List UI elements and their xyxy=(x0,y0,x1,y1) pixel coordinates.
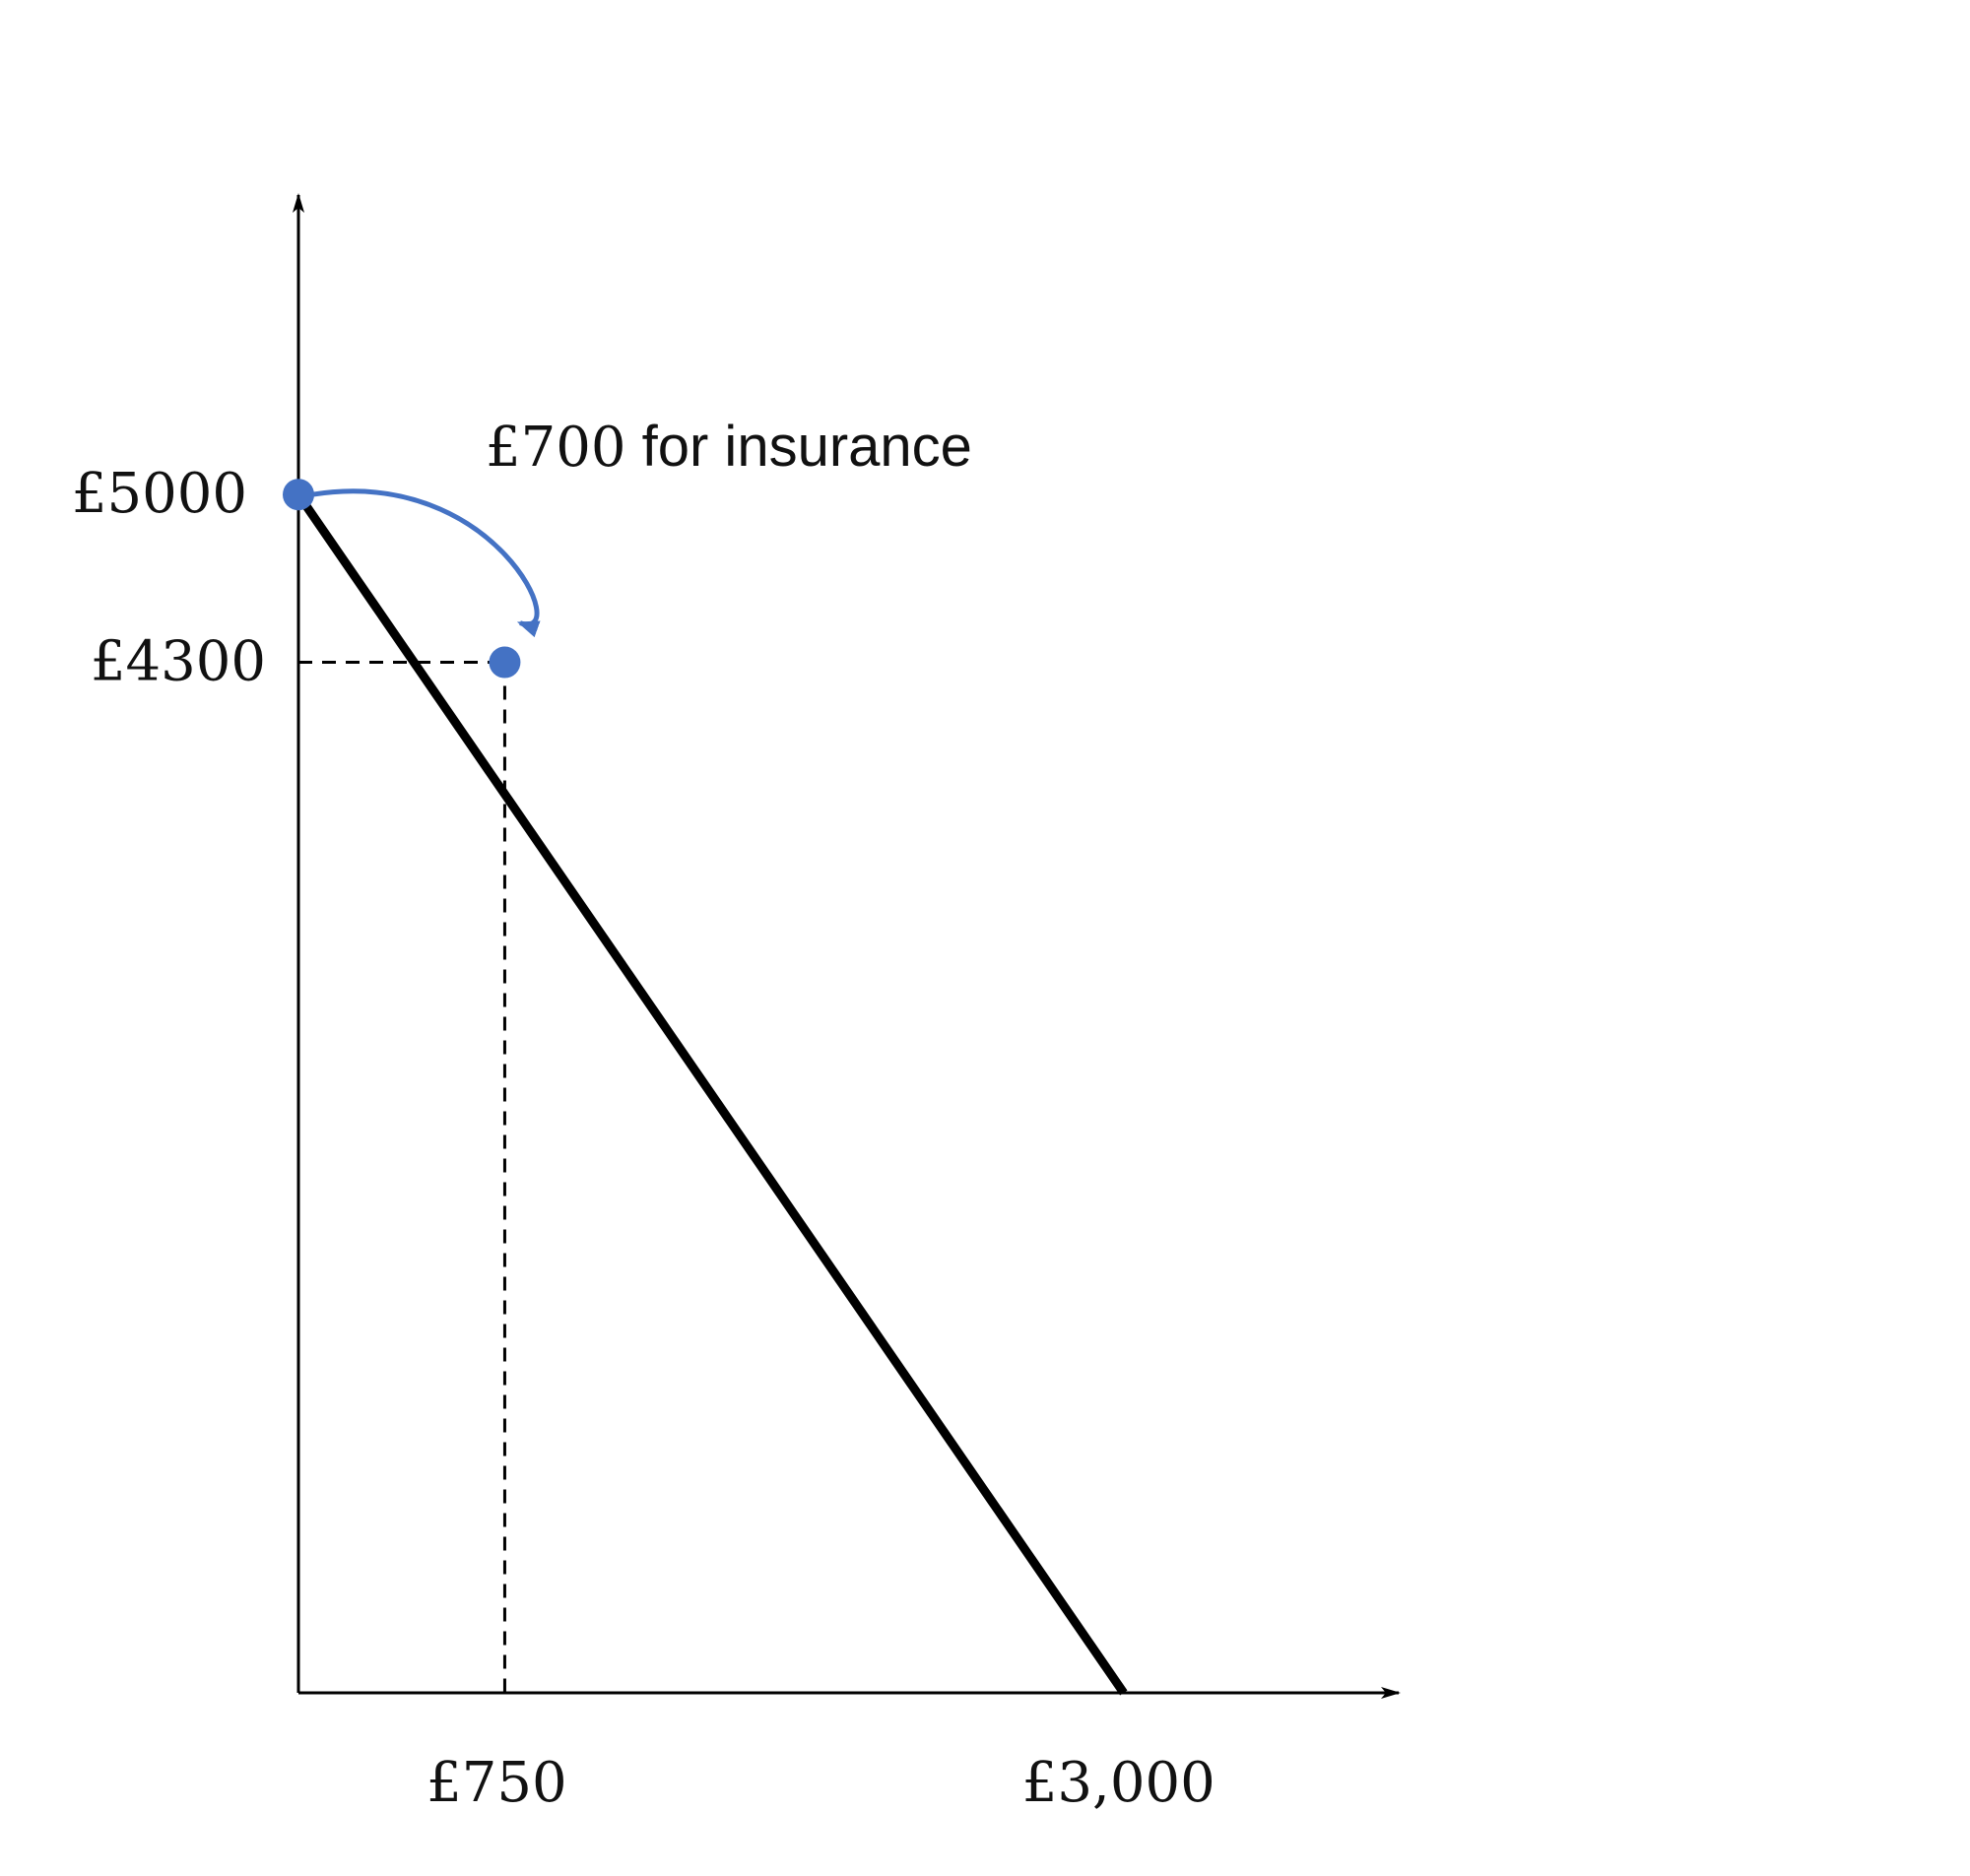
data-point-1 xyxy=(283,479,314,511)
annotation-arrow xyxy=(311,488,541,638)
x-tick-labels: £750 £3,000 xyxy=(427,1751,1215,1815)
guide-lines xyxy=(298,661,506,1693)
annotation-amount: £700 xyxy=(486,416,626,480)
y-tick-label-1: £5000 xyxy=(72,462,247,526)
y-tick-label-2: £4300 xyxy=(91,630,266,694)
series-layer xyxy=(295,491,1128,1696)
data-point-2 xyxy=(489,646,521,679)
x-tick-label-1: £750 xyxy=(427,1751,567,1815)
annotation-label: £700 for insurance xyxy=(486,415,972,480)
point-layer xyxy=(283,479,521,679)
series-line-1 xyxy=(295,491,1128,1696)
annotation-rest: for insurance xyxy=(626,415,972,479)
y-tick-labels: £5000 £4300 xyxy=(72,462,266,693)
x-tick-label-2: £3,000 xyxy=(1022,1751,1215,1815)
